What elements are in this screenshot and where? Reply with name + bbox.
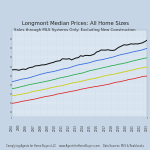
Text: Complying Agents for Home Buyers LLC    www.AgentsforHomeBuyers.com    Data Sour: Complying Agents for Home Buyers LLC www… — [6, 144, 144, 148]
Text: 2006: 2006 — [24, 124, 28, 130]
Text: Sales through MLS Systems Only: Excluding New Construction: Sales through MLS Systems Only: Excludin… — [14, 27, 136, 32]
Text: 2018: 2018 — [110, 124, 113, 131]
Text: 2015: 2015 — [88, 124, 92, 130]
Text: 2007: 2007 — [31, 124, 35, 130]
Text: 2021: 2021 — [131, 124, 135, 131]
Text: 2022: 2022 — [138, 124, 142, 131]
Text: 2017: 2017 — [102, 124, 106, 131]
Text: 2012: 2012 — [67, 124, 71, 131]
Text: 2011: 2011 — [60, 124, 64, 131]
Text: 2008: 2008 — [38, 124, 42, 130]
Text: 2013: 2013 — [74, 124, 78, 131]
Text: 2019: 2019 — [117, 124, 121, 131]
Text: 2014: 2014 — [81, 124, 85, 131]
Text: 2009: 2009 — [46, 124, 50, 130]
Text: 2023: 2023 — [145, 124, 149, 131]
Text: 2010: 2010 — [53, 124, 57, 130]
Text: 2020: 2020 — [124, 124, 128, 130]
Text: 2005: 2005 — [17, 124, 21, 130]
Text: 2004: 2004 — [10, 124, 14, 130]
Text: 2016: 2016 — [95, 124, 99, 131]
Text: Longmont Median Prices: All Home Sizes: Longmont Median Prices: All Home Sizes — [21, 21, 129, 26]
